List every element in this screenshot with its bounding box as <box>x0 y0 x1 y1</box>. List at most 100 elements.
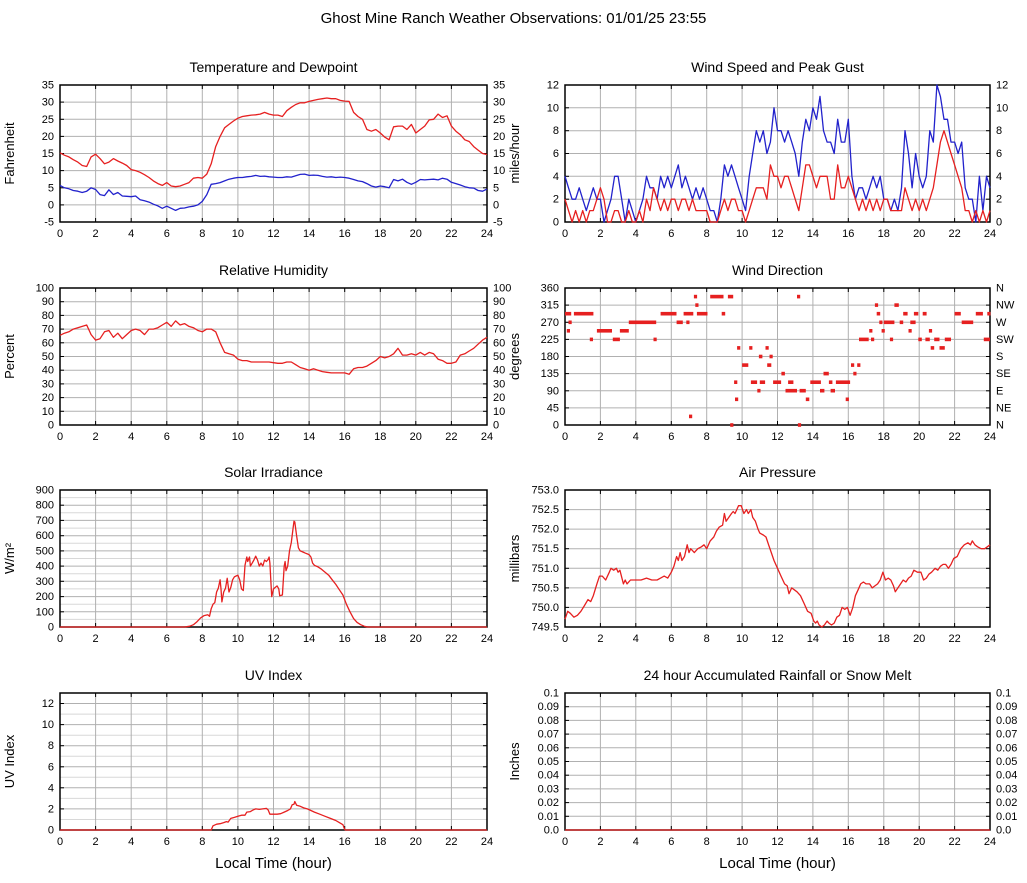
svg-text:24: 24 <box>481 836 493 848</box>
svg-text:35: 35 <box>493 80 505 92</box>
svg-text:4: 4 <box>633 228 639 240</box>
svg-text:0: 0 <box>562 633 568 645</box>
svg-text:15: 15 <box>493 148 505 160</box>
svg-text:12: 12 <box>771 836 783 848</box>
svg-text:753.0: 753.0 <box>531 485 559 497</box>
svg-text:SW: SW <box>996 334 1014 346</box>
svg-text:0: 0 <box>996 217 1002 229</box>
svg-text:60: 60 <box>42 337 54 349</box>
svg-text:90: 90 <box>42 296 54 308</box>
svg-text:16: 16 <box>339 836 351 848</box>
y-tick-labels-right: -5 0 5 10 15 20 25 30 35 <box>493 80 505 229</box>
chart-title: UV Index <box>245 667 303 683</box>
svg-text:2: 2 <box>93 633 99 645</box>
plot-border <box>59 692 488 831</box>
svg-text:90: 90 <box>547 385 559 397</box>
svg-text:10: 10 <box>232 431 244 443</box>
y-tick-labels-right: 0.0 0.01 0.02 0.030.04 0.05 0.060.07 0.08 0.090… <box>996 688 1017 837</box>
svg-text:18: 18 <box>878 633 890 645</box>
y-tick-labels-right: N NE E SE S SW W NW N <box>996 283 1015 432</box>
y-tick-labels: 0 45 90 135 180 225 270 315 360 <box>541 283 559 432</box>
x-tick-labels: 0 2 4 6 8 10 12 14 16 18 20 22 24 <box>562 431 996 443</box>
svg-text:8: 8 <box>199 633 205 645</box>
svg-text:10: 10 <box>736 431 748 443</box>
svg-text:4: 4 <box>48 782 54 794</box>
svg-text:W: W <box>996 317 1007 329</box>
x-axis-title: Local Time (hour) <box>215 855 332 872</box>
chart-svg-air-pressure: 749.5 750.0 750.5 751.0 751.5 752.0 752.5 753.0… <box>507 464 996 645</box>
svg-text:10: 10 <box>232 633 244 645</box>
svg-text:14: 14 <box>303 633 315 645</box>
svg-text:12: 12 <box>547 80 559 92</box>
svg-text:0: 0 <box>48 420 54 432</box>
chart-rainfall: 0.0 0.01 0.02 0.03 0.04 0.05 0.06 0.07 0.08 0.09 0… <box>505 656 1027 883</box>
svg-text:4: 4 <box>128 431 134 443</box>
svg-text:20: 20 <box>913 836 925 848</box>
svg-text:8: 8 <box>704 228 710 240</box>
svg-text:70: 70 <box>42 324 54 336</box>
series-dewpoint <box>59 173 488 212</box>
svg-text:2: 2 <box>553 194 559 206</box>
series-humidity <box>59 320 488 375</box>
svg-text:20: 20 <box>410 431 422 443</box>
svg-text:E: E <box>996 385 1003 397</box>
svg-text:600: 600 <box>36 530 54 542</box>
svg-text:0.07: 0.07 <box>538 729 559 741</box>
plot-border <box>59 489 488 628</box>
svg-text:4: 4 <box>553 171 559 183</box>
svg-text:20: 20 <box>913 633 925 645</box>
svg-text:2: 2 <box>597 633 603 645</box>
svg-text:18: 18 <box>374 836 386 848</box>
svg-text:8: 8 <box>704 633 710 645</box>
svg-text:30: 30 <box>493 378 505 390</box>
svg-text:360: 360 <box>541 283 559 295</box>
svg-text:12: 12 <box>771 431 783 443</box>
svg-text:40: 40 <box>42 365 54 377</box>
svg-text:16: 16 <box>842 836 854 848</box>
svg-text:10: 10 <box>42 719 54 731</box>
svg-text:10: 10 <box>493 406 505 418</box>
svg-text:90: 90 <box>493 296 505 308</box>
svg-text:10: 10 <box>42 165 54 177</box>
svg-text:6: 6 <box>668 228 674 240</box>
svg-text:800: 800 <box>36 500 54 512</box>
y-axis-title: UV Index <box>2 734 17 788</box>
svg-text:45: 45 <box>547 402 559 414</box>
svg-text:12: 12 <box>267 633 279 645</box>
plot-border <box>59 287 488 426</box>
svg-text:24: 24 <box>984 431 996 443</box>
y-tick-labels: 0 2 4 6 8 10 12 <box>547 80 559 229</box>
svg-text:15: 15 <box>42 148 54 160</box>
svg-text:0: 0 <box>553 217 559 229</box>
svg-text:16: 16 <box>339 431 351 443</box>
svg-text:0.0: 0.0 <box>996 825 1011 837</box>
svg-text:10: 10 <box>232 836 244 848</box>
series-solar <box>60 520 487 628</box>
svg-text:30: 30 <box>42 378 54 390</box>
svg-text:18: 18 <box>374 228 386 240</box>
svg-text:24: 24 <box>984 836 996 848</box>
series-wind-speed <box>564 130 991 223</box>
svg-text:10: 10 <box>736 633 748 645</box>
svg-text:10: 10 <box>736 836 748 848</box>
svg-text:6: 6 <box>164 431 170 443</box>
y-tick-labels-right: 0 2 4 6 8 10 12 <box>996 80 1008 229</box>
y-axis-title: degrees <box>507 333 522 380</box>
svg-text:20: 20 <box>493 131 505 143</box>
chart-title: Wind Speed and Peak Gust <box>691 59 864 75</box>
svg-text:20: 20 <box>42 131 54 143</box>
svg-text:2: 2 <box>597 431 603 443</box>
svg-text:4: 4 <box>128 836 134 848</box>
svg-text:2: 2 <box>93 431 99 443</box>
svg-text:0.06: 0.06 <box>538 742 559 754</box>
svg-text:16: 16 <box>339 228 351 240</box>
svg-text:16: 16 <box>339 633 351 645</box>
svg-text:14: 14 <box>303 228 315 240</box>
svg-text:14: 14 <box>807 836 819 848</box>
chart-title: Relative Humidity <box>219 262 328 278</box>
y-axis-title: Fahrenheit <box>2 122 17 185</box>
